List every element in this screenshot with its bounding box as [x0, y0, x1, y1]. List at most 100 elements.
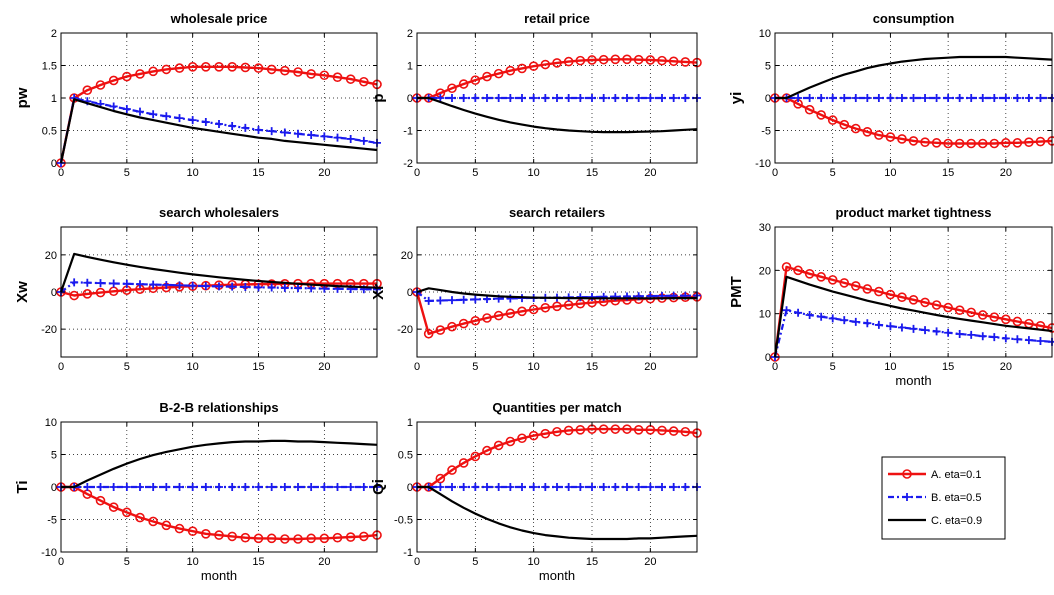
data-point: [874, 94, 883, 102]
data-point: [850, 281, 861, 291]
subplot-8: 0 5 10 15 20 -1 -0.5 0 0.5 1 Quantities per match Q…: [370, 400, 702, 583]
data-point: [576, 94, 585, 102]
x-axis-label: month: [895, 373, 931, 388]
data-point: [346, 134, 355, 143]
y-axis-label: Ti: [14, 480, 31, 493]
data-point: [908, 294, 919, 305]
data-point: [241, 282, 250, 291]
data-point: [470, 451, 481, 462]
x-axis-label: month: [201, 568, 237, 583]
data-point: [95, 287, 106, 298]
data-point: [553, 483, 561, 491]
data-point: [307, 483, 316, 491]
subplot-7: 0 5 10 15 20 -10 -5 0 5 10 B-2-B relationships Ti mo…: [14, 400, 382, 583]
data-point: [346, 483, 355, 491]
data-point: [680, 57, 691, 67]
x-tick-label: 0: [58, 556, 64, 568]
x-tick-label: 0: [58, 167, 64, 179]
data-point: [967, 94, 976, 102]
data-point: [161, 520, 172, 531]
data-point: [280, 483, 289, 491]
data-point: [109, 279, 118, 288]
data-point: [175, 114, 184, 123]
y-tick-label: 0: [407, 482, 413, 494]
x-tick-label: 15: [942, 167, 954, 179]
series-line-1: [59, 65, 378, 164]
data-point: [804, 104, 815, 115]
data-point: [623, 94, 631, 102]
data-point: [897, 323, 906, 332]
data-point: [793, 265, 803, 276]
data-point: [943, 302, 953, 313]
data-point: [528, 430, 539, 441]
data-point: [563, 425, 574, 436]
data-point: [897, 134, 907, 144]
data-point: [575, 55, 586, 66]
data-point: [885, 289, 896, 300]
data-point: [575, 424, 586, 435]
data-point: [954, 138, 965, 149]
subplot-title: retail price: [524, 11, 590, 26]
data-point: [122, 71, 132, 82]
data-point: [201, 62, 211, 72]
y-tick-label: 10: [759, 309, 771, 321]
subplot-title: Quantities per match: [492, 400, 621, 415]
data-point: [645, 55, 656, 65]
x-tick-label: 5: [124, 556, 130, 568]
data-point: [990, 333, 999, 342]
data-point: [989, 312, 1000, 322]
data-point: [82, 289, 93, 299]
legend: A. eta=0.1 B. eta=0.5 C. eta=0.9: [881, 456, 1006, 540]
data-point: [874, 286, 884, 297]
data-point: [1024, 336, 1033, 345]
data-point: [669, 94, 678, 102]
data-point: [827, 275, 838, 285]
data-point: [359, 136, 368, 145]
data-point: [267, 483, 276, 491]
data-point: [1013, 335, 1022, 344]
data-point: [816, 110, 826, 120]
subplot-title: wholesale price: [170, 11, 268, 26]
data-point: [201, 282, 210, 291]
data-point: [293, 534, 303, 544]
data-point: [955, 94, 964, 102]
data-point: [680, 426, 691, 437]
data-point: [669, 483, 678, 491]
data-point: [436, 94, 445, 102]
data-point: [943, 138, 953, 149]
data-point: [493, 68, 504, 79]
data-point: [598, 54, 609, 65]
series-line-1: [417, 427, 698, 489]
data-point: [306, 69, 316, 79]
data-point: [966, 138, 977, 149]
y-axis-label: Xr: [370, 284, 387, 300]
data-point: [174, 523, 185, 534]
data-point: [564, 94, 573, 102]
data-point: [471, 483, 480, 491]
subplot-5: 0 5 10 15 20 -20 0 20 search retailers Xr: [370, 205, 702, 373]
data-point: [96, 483, 105, 491]
data-point: [294, 129, 302, 138]
data-point: [241, 123, 250, 132]
data-point: [681, 483, 690, 491]
data-point: [553, 94, 561, 102]
y-tick-label: 20: [401, 250, 413, 262]
data-point: [149, 280, 158, 289]
data-point: [1024, 94, 1033, 102]
y-tick-label: -20: [397, 324, 413, 336]
x-tick-label: 20: [644, 361, 656, 373]
series-line-3: [61, 439, 378, 489]
data-point: [794, 94, 803, 102]
axes-frame: [774, 226, 1053, 358]
data-point: [149, 110, 158, 119]
legend-label: C. eta=0.9: [931, 515, 982, 527]
data-point: [540, 428, 551, 439]
data-point: [459, 483, 468, 491]
data-point: [921, 94, 930, 102]
data-point: [161, 64, 172, 75]
data-point: [920, 297, 930, 308]
data-point: [862, 127, 873, 137]
x-tick-label: 5: [472, 361, 478, 373]
data-point: [188, 281, 197, 290]
x-tick-label: 15: [252, 556, 264, 568]
